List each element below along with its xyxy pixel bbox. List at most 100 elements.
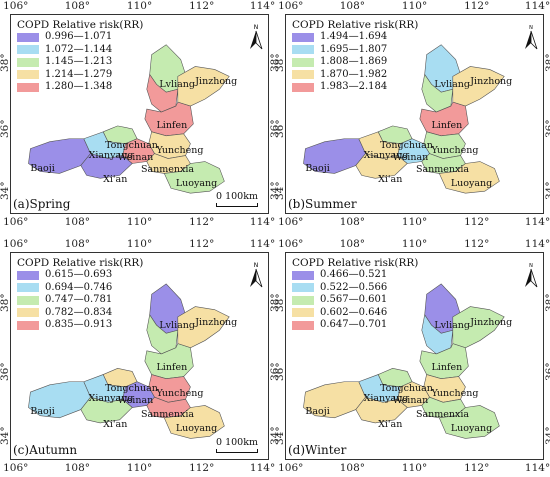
y-tick-label: 34° [0, 181, 11, 200]
x-tick-label: 106° [3, 0, 29, 12]
region-map-spring [28, 44, 230, 194]
city-label: Baoji [30, 162, 55, 174]
legend-label: 1.214—1.279 [45, 68, 113, 80]
x-tick-label: 114° [249, 0, 276, 12]
y-tick-label: 34° [274, 181, 286, 200]
legend-label: 0.567—0.601 [320, 294, 388, 306]
region-jinzhong [177, 306, 230, 349]
legend-label: 0.996—1.071 [45, 31, 113, 43]
city-label: Weinan [392, 151, 429, 163]
region-jinzhong [452, 306, 505, 349]
city-label: Weinan [117, 151, 154, 163]
x-tick-label: 108° [64, 216, 91, 228]
region-map-summer [303, 44, 505, 194]
y-tick-label: 36° [0, 119, 11, 138]
legend: COPD Relative risk(RR) 0.466—0.521 0.522—0… [292, 257, 418, 332]
y-tick-label: 34° [544, 181, 550, 200]
legend-swatch [292, 320, 314, 330]
x-tick-label: 112° [464, 462, 490, 474]
city-label: Lvliang [159, 79, 195, 91]
legend-entry: 1.695—1.807 [292, 44, 418, 57]
city-label: Lvliang [434, 319, 470, 331]
north-arrow-icon: N [250, 262, 263, 288]
city-label: Yuncheng [431, 387, 479, 399]
city-label: Baoji [30, 406, 55, 418]
x-tick-label: 106° [3, 216, 29, 228]
legend-swatch [17, 283, 39, 293]
north-arrow-icon: N [525, 25, 538, 50]
region-luoyang [438, 405, 500, 439]
panel-label: (b)Summer [288, 197, 357, 211]
city-label: Jinzhong [195, 316, 238, 328]
x-tick-label: 110° [401, 216, 428, 228]
city-label: Tongchuan [380, 139, 433, 151]
legend-entry: 1.870—1.982 [292, 69, 418, 82]
legend-label: 0.782—0.834 [45, 306, 113, 318]
legend-entry: 0.466—0.521 [292, 269, 418, 282]
city-label: Tongchuan [380, 382, 433, 394]
x-tick-label: 106° [3, 238, 29, 250]
y-tick-label: 36° [0, 361, 11, 381]
y-tick-label: 38° [544, 293, 550, 312]
x-tick-label: 114° [249, 216, 276, 228]
city-label: Luoyang [450, 178, 493, 190]
city-label: Yuncheng [156, 144, 204, 156]
legend-entry: 1.808—1.869 [292, 56, 418, 69]
region-jinzhong [177, 66, 230, 107]
city-label: Tongchuan [105, 139, 158, 151]
x-tick-label: 112° [464, 0, 490, 12]
x-tick-label: 112° [189, 0, 215, 12]
region-xian [355, 153, 408, 179]
legend-swatch [17, 32, 39, 42]
x-tick-label: 112° [464, 238, 490, 250]
legend-title: COPD Relative risk(RR) [17, 257, 144, 269]
city-label: Luoyang [450, 422, 493, 434]
legend-swatch [292, 82, 314, 92]
x-tick-label: 110° [126, 238, 153, 250]
x-tick-label: 114° [249, 462, 276, 474]
region-linfen [144, 101, 194, 137]
city-label: Linfen [431, 362, 463, 374]
city-label: Sanmenxia [415, 408, 470, 420]
y-tick-label: 38° [0, 293, 11, 312]
legend-title: COPD Relative risk(RR) [17, 19, 144, 31]
north-label: N [529, 263, 533, 269]
map-panel-spring: Lvliang Jinzhong Linfen Tongchuan Xianyang We… [10, 14, 269, 214]
city-label: Tongchuan [105, 382, 158, 394]
legend-entry: 1.983—2.184 [292, 81, 418, 94]
legend-entry: 0.747—0.781 [17, 294, 143, 307]
x-tick-label: 108° [64, 462, 91, 474]
region-luoyang [438, 161, 500, 194]
x-tick-label: 108° [339, 238, 366, 250]
x-tick-label: 114° [524, 462, 550, 474]
x-tick-label: 108° [64, 238, 91, 250]
x-tick-label: 106° [278, 216, 304, 228]
city-label: Sanmenxia [415, 164, 470, 176]
y-tick-label: 36° [274, 119, 286, 138]
city-label: Yuncheng [431, 144, 479, 156]
city-label: Linfen [156, 362, 188, 374]
legend-entry: 0.615—0.693 [17, 269, 143, 282]
legend-entry: 0.522—0.566 [292, 282, 418, 295]
legend-swatch [292, 270, 314, 280]
city-label: Jinzhong [195, 76, 238, 88]
map-panel-summer: Lvliang Jinzhong Linfen Tongchuan Xianyang We… [285, 14, 544, 214]
legend-label: 1.695—1.807 [320, 43, 388, 55]
scale-distance: 100 [222, 191, 244, 202]
north-arrow-icon: N [250, 24, 263, 50]
city-label: Linfen [156, 119, 188, 131]
legend-label: 1.494—1.694 [320, 31, 388, 43]
legend-swatch [292, 45, 314, 55]
legend-swatch [17, 70, 39, 80]
legend-label: 0.835—0.913 [45, 319, 113, 331]
region-xian [80, 396, 133, 424]
legend-swatch [292, 308, 314, 318]
x-tick-label: 112° [464, 216, 490, 228]
city-label: Xianyang [363, 393, 409, 405]
city-label: Xianyang [88, 149, 134, 161]
x-tick-label: 110° [401, 238, 428, 250]
x-tick-label: 106° [278, 462, 304, 474]
legend-swatch [17, 295, 39, 305]
legend-swatch [17, 320, 39, 330]
x-tick-label: 106° [3, 462, 29, 474]
